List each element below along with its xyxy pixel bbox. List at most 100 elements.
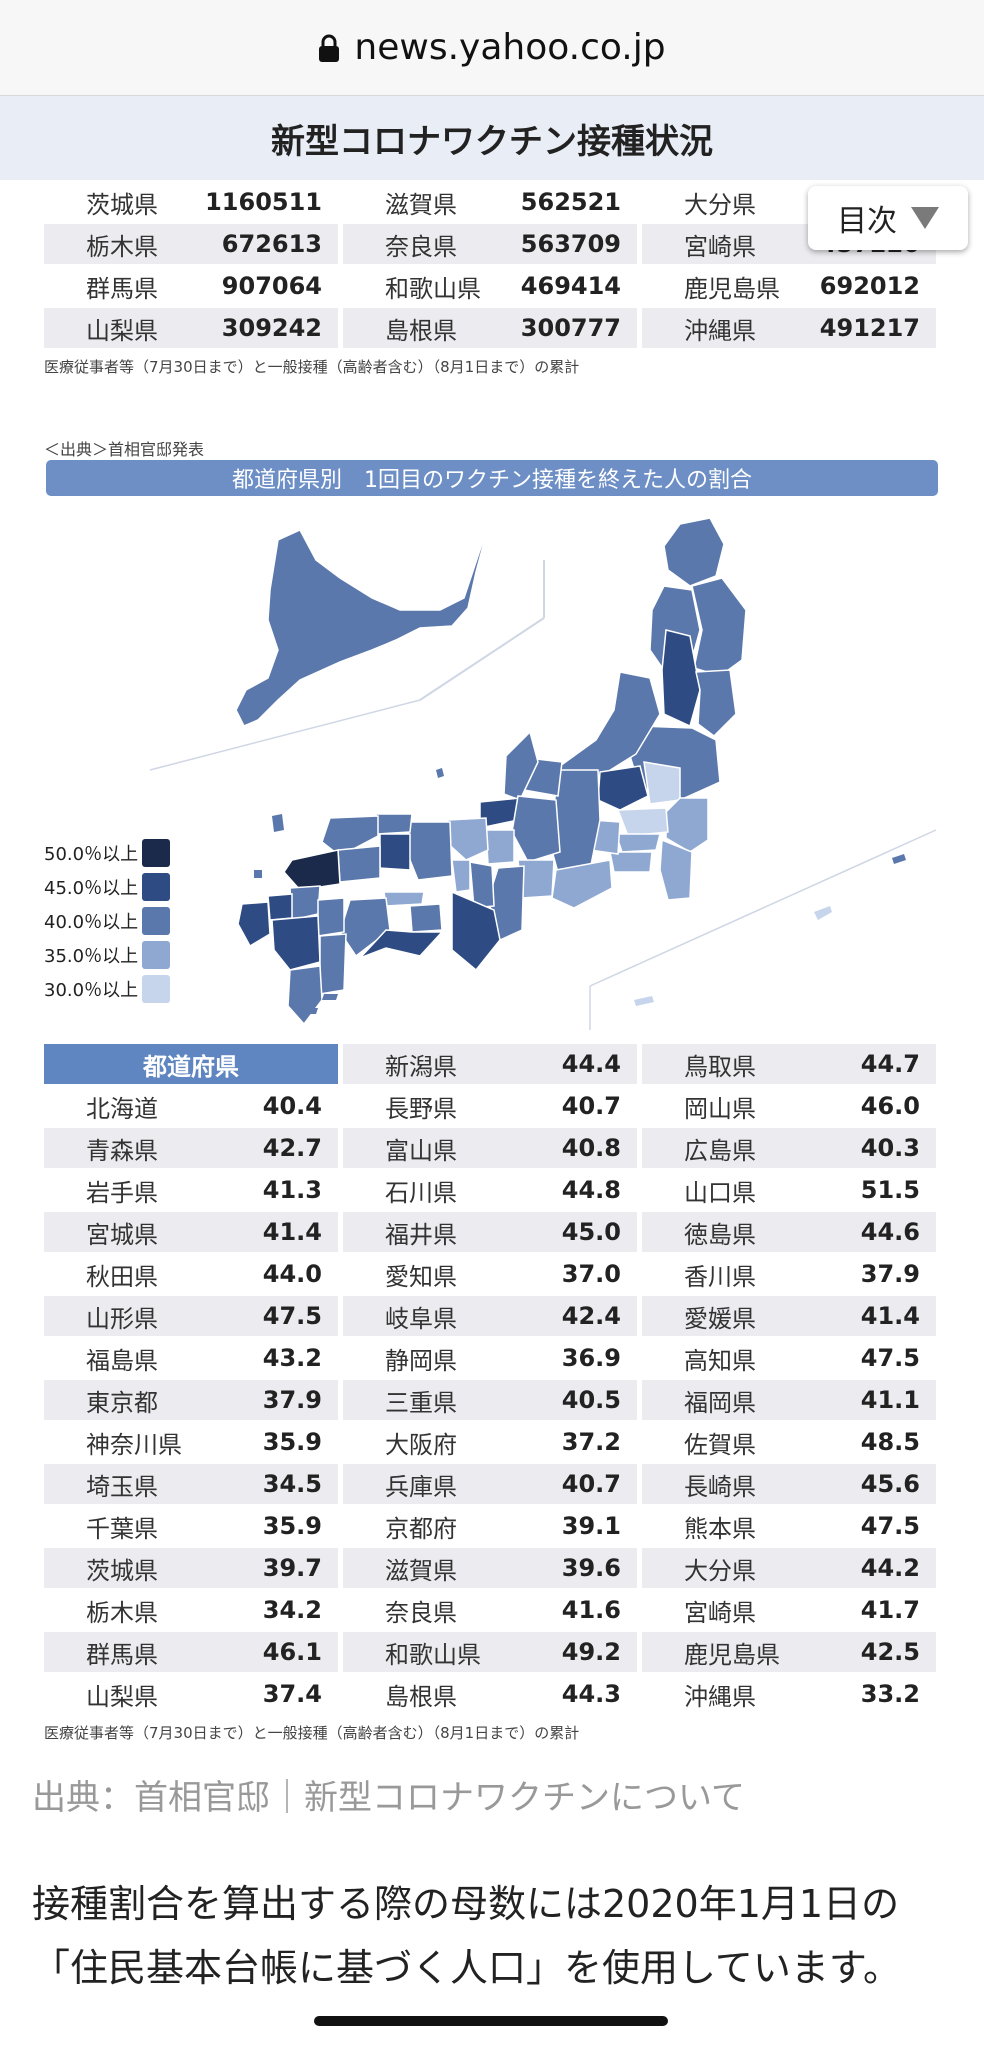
prefecture-value: 692012 (819, 272, 920, 300)
legend-swatch (142, 839, 171, 867)
table-cell: 鳥取県 44.7 (642, 1044, 936, 1084)
table-cell: 奈良県 41.6 (343, 1590, 637, 1630)
prefecture-value: 40.3 (860, 1134, 920, 1162)
fukuoka (289, 885, 321, 921)
ishikawa (503, 730, 539, 801)
tokushima (409, 903, 443, 933)
table-cell: 熊本県 47.5 (642, 1506, 936, 1546)
table-cell: 福岡県 41.1 (642, 1380, 936, 1420)
pref-table-note: 医療従事者等（7月30日まで）と一般接種（高齢者含む）（8月1日まで）の累計 (44, 1724, 580, 1742)
prefecture-name: 沖縄県 (684, 1682, 756, 1711)
prefecture-name: 石川県 (385, 1178, 457, 1207)
prefecture-value: 34.5 (262, 1470, 322, 1498)
prefecture-value: 469414 (520, 272, 621, 300)
prefecture-name: 茨城県 (86, 190, 158, 219)
table-cell: 長崎県 45.6 (642, 1464, 936, 1504)
table-cell: 茨城県 1160511 (44, 182, 338, 222)
table-cell: 青森県 42.7 (44, 1128, 338, 1168)
toc-button[interactable]: 目次 (808, 186, 968, 250)
article-body: 接種割合を算出する際の母数には2020年1月1日の「住民基本台帳に基づく人口」を… (32, 1882, 902, 1990)
prefecture-value: 40.7 (561, 1470, 621, 1498)
table-cell: 東京都 37.9 (44, 1380, 338, 1420)
oita (317, 897, 345, 937)
tokyo (614, 833, 661, 853)
prefecture-name: 島根県 (385, 316, 457, 345)
legend-item: 35.0％以上 (44, 938, 171, 972)
legend-swatch (142, 907, 171, 935)
prefecture-name: 熊本県 (684, 1514, 756, 1543)
prefecture-name: 埼玉県 (86, 1472, 158, 1501)
prefecture-value: 41.1 (860, 1386, 920, 1414)
prefecture-value: 40.8 (561, 1134, 621, 1162)
prefecture-name: 栃木県 (86, 1598, 158, 1627)
prefecture-name: 滋賀県 (385, 190, 457, 219)
home-indicator[interactable] (314, 2016, 668, 2026)
table-cell: 島根県 44.3 (343, 1674, 637, 1714)
prefecture-name: 群馬県 (86, 274, 158, 303)
prefecture-name: 山形県 (86, 1304, 158, 1333)
prefecture-name: 三重県 (385, 1388, 457, 1417)
url-text: news.yahoo.co.jp (354, 27, 666, 68)
legend-swatch (142, 975, 171, 1003)
kagoshima (287, 965, 323, 1026)
prefecture-value: 45.0 (561, 1218, 621, 1246)
table-cell: 高知県 47.5 (642, 1338, 936, 1378)
prefecture-value: 35.9 (262, 1512, 322, 1540)
prefecture-name: 沖縄県 (684, 316, 756, 345)
tottori (375, 813, 413, 835)
prefecture-value: 44.8 (561, 1176, 621, 1204)
kumamoto (271, 915, 321, 971)
prefecture-value: 47.5 (262, 1302, 322, 1330)
triangle-down-icon (911, 207, 939, 229)
prefecture-name: 兵庫県 (385, 1472, 457, 1501)
table-cell: 鹿児島県 692012 (642, 266, 936, 306)
legend-label: 40.0％以上 (44, 912, 139, 933)
kochi (359, 929, 444, 959)
table-cell: 沖縄県 491217 (642, 308, 936, 348)
prefecture-value: 34.2 (262, 1596, 322, 1624)
prefecture-name: 東京都 (86, 1388, 158, 1417)
prefecture-name: 山梨県 (86, 1682, 158, 1711)
prefecture-name: 奈良県 (385, 1598, 457, 1627)
prefecture-value: 47.5 (860, 1512, 920, 1540)
address-bar[interactable]: news.yahoo.co.jp (0, 0, 984, 96)
table-header: 都道府県 (44, 1044, 338, 1084)
table-cell: 京都府 39.1 (343, 1506, 637, 1546)
prefecture-value: 42.7 (262, 1134, 322, 1162)
table-cell: 福井県 45.0 (343, 1212, 637, 1252)
kagawa (383, 891, 425, 907)
saitama (616, 807, 669, 837)
top-count-table: 茨城県1160511滋賀県562521大分県568483栃木県672613奈良県… (44, 182, 936, 350)
table-cell: 山形県 47.5 (44, 1296, 338, 1336)
prefecture-value: 309242 (221, 314, 322, 342)
prefecture-value: 562521 (520, 188, 621, 216)
prefecture-name: 島根県 (385, 1682, 457, 1711)
table-cell: 岡山県 46.0 (642, 1086, 936, 1126)
prefecture-name: 宮崎県 (684, 232, 756, 261)
prefecture-value: 300777 (520, 314, 621, 342)
prefecture-value: 39.7 (262, 1554, 322, 1582)
prefecture-name: 岐阜県 (385, 1304, 457, 1333)
table-cell: 大阪府 37.2 (343, 1422, 637, 1462)
table-cell: 北海道 40.4 (44, 1086, 338, 1126)
saga (267, 893, 293, 921)
prefecture-name: 鹿児島県 (684, 274, 780, 303)
shiga (485, 829, 515, 865)
page-title: 新型コロナワクチン接種状況 (0, 96, 984, 180)
table-cell: 茨城県 39.7 (44, 1548, 338, 1588)
table-cell: 島根県 300777 (343, 308, 637, 348)
table-cell: 千葉県 35.9 (44, 1506, 338, 1546)
prefecture-value: 672613 (221, 230, 322, 258)
japan-map (149, 517, 937, 1030)
toc-label: 目次 (837, 204, 897, 239)
table-cell: 沖縄県 33.2 (642, 1674, 936, 1714)
prefecture-value: 1160511 (205, 188, 322, 216)
table-cell: 新潟県 44.4 (343, 1044, 637, 1084)
okayama (379, 833, 411, 871)
table-cell: 静岡県 36.9 (343, 1338, 637, 1378)
hyogo (405, 821, 453, 881)
map-legend: 50.0％以上 45.0％以上 40.0％以上 35.0％以上 30.0％以上 (44, 836, 171, 1006)
wakayama (451, 890, 501, 972)
prefecture-name: 和歌山県 (385, 274, 481, 303)
table-cell: 広島県 40.3 (642, 1128, 936, 1168)
